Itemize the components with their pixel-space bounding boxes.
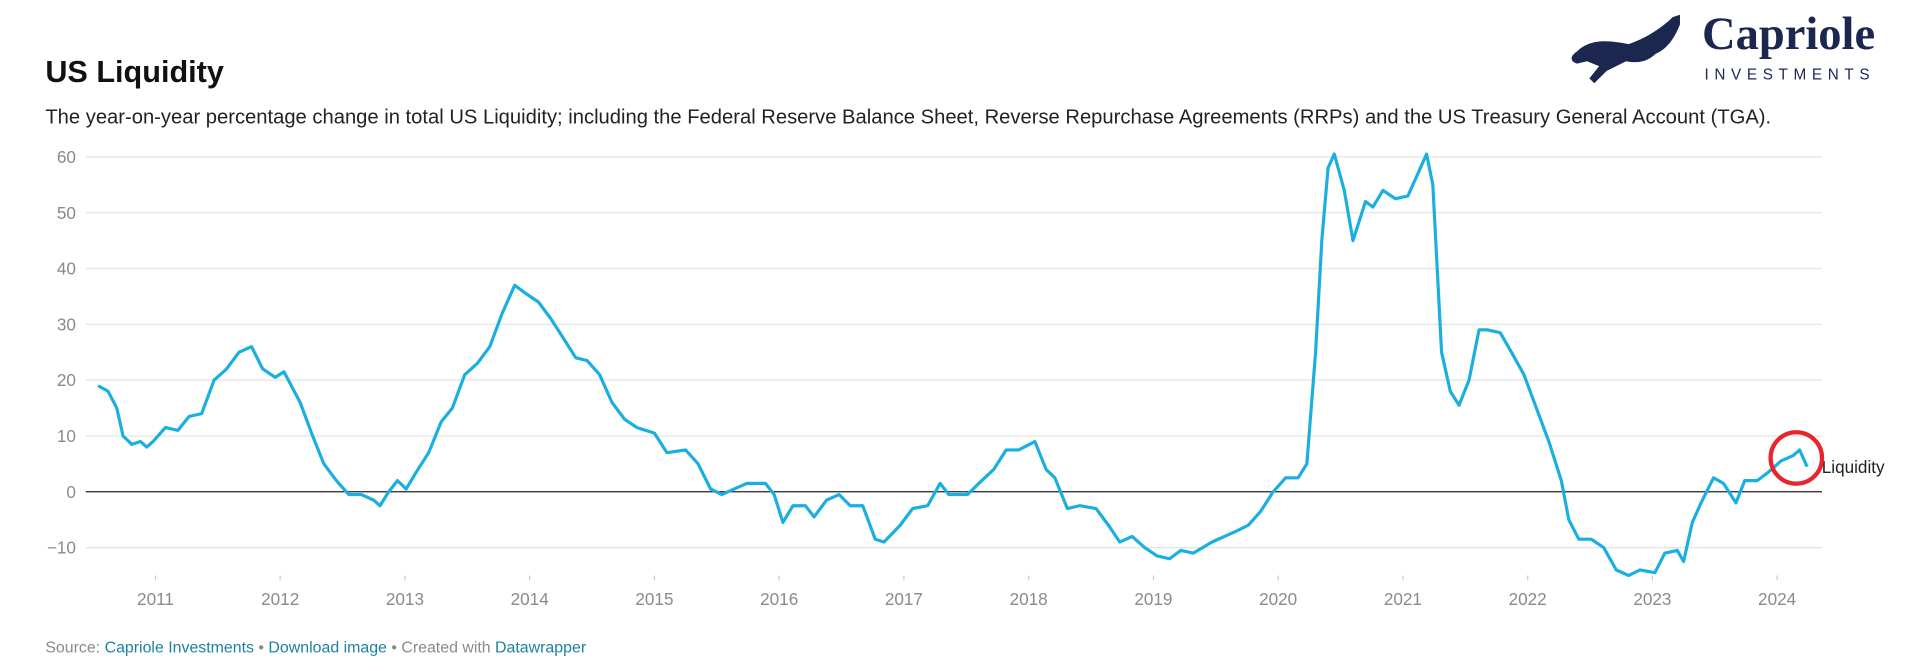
tool-link[interactable]: Datawrapper	[495, 640, 587, 657]
x-tick-label: 2020	[1259, 589, 1297, 609]
x-tick-label: 2011	[137, 589, 174, 609]
chart-subtitle: The year-on-year percentage change in to…	[45, 107, 1771, 129]
series-label: Liquidity	[1822, 457, 1885, 477]
x-tick-label: 2021	[1384, 589, 1422, 609]
highlight-circle	[1768, 430, 1825, 486]
x-tick-label: 2017	[885, 589, 923, 609]
data-line	[97, 152, 1809, 578]
y-tick-label: 20	[57, 370, 76, 390]
y-tick-label: 50	[57, 203, 76, 223]
y-tick-label: 0	[66, 482, 76, 502]
download-link[interactable]: Download image	[268, 640, 387, 657]
x-tick-label: 2022	[1509, 589, 1547, 609]
logo-name: Capriole	[1702, 9, 1875, 60]
y-tick-label: −10	[47, 538, 76, 558]
x-tick-label: 2019	[1134, 589, 1172, 609]
chart-title: US Liquidity	[45, 55, 224, 89]
y-tick-label: 40	[57, 259, 76, 279]
x-tick-label: 2015	[635, 589, 673, 609]
source-link[interactable]: Capriole Investments	[105, 640, 254, 657]
x-tick-label: 2012	[261, 589, 299, 609]
logo-horse	[1571, 14, 1680, 84]
y-tick-label: 10	[57, 426, 76, 446]
x-tick-label: 2013	[386, 589, 424, 609]
x-tick-label: 2023	[1633, 589, 1671, 609]
source-label: Source:	[45, 640, 100, 657]
logo: Capriole INVESTMENTS	[1571, 9, 1875, 84]
plot-area: 60 50 40 30 20 10 0 −10 2011 2012 2013 2014 2015 2016…	[47, 147, 1885, 609]
separator: •	[391, 640, 397, 657]
y-tick-label: 30	[57, 314, 76, 334]
y-tick-label: 60	[57, 147, 76, 167]
x-tick-label: 2024	[1758, 589, 1797, 609]
created-with: Created with	[401, 640, 490, 657]
x-tick-label: 2014	[511, 589, 550, 609]
x-tick-label: 2018	[1010, 589, 1048, 609]
x-tick-label: 2016	[760, 589, 798, 609]
separator: •	[258, 640, 264, 657]
footer: Source: Capriole Investments • Download …	[45, 640, 586, 657]
logo-tagline: INVESTMENTS	[1704, 67, 1875, 84]
